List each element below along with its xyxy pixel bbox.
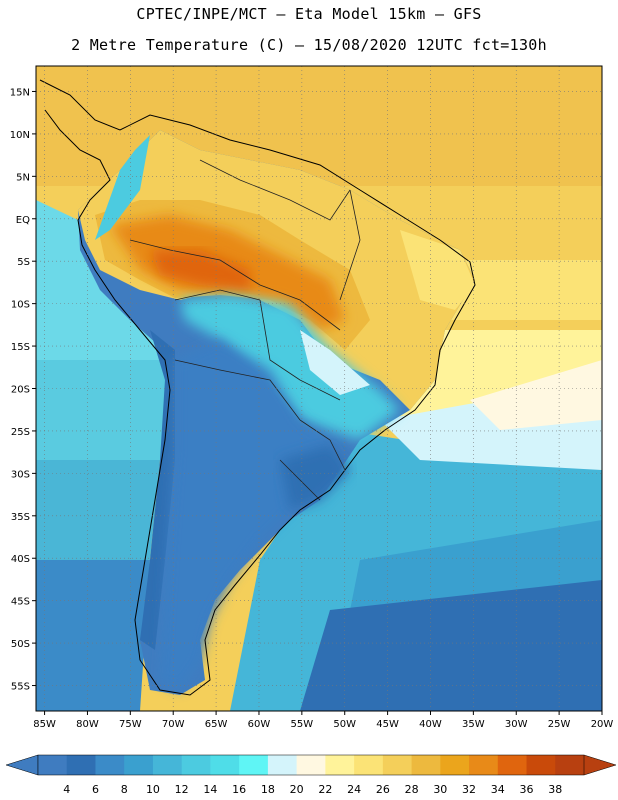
colorbar-swatch [325,755,355,775]
colorbar-swatch [66,755,96,775]
colorbar-low-arrow [5,754,39,776]
lon-label: 30W [505,719,528,730]
colorbar-label: 8 [121,783,128,796]
lat-label: 25S [11,427,30,438]
colorbar-swatch [239,755,269,775]
colorbar-label: 24 [347,783,361,796]
lat-label: 35S [11,512,30,523]
colorbar-label: 12 [175,783,189,796]
colorbar-swatch [555,755,585,775]
colorbar-label: 26 [376,783,390,796]
colorbar-label: 36 [520,783,534,796]
lon-label: 65W [205,719,228,730]
colorbar-outline [37,754,585,776]
lon-label: 20W [591,719,614,730]
lon-label: 25W [548,719,571,730]
colorbar-swatch [124,755,154,775]
colorbar-label: 34 [491,783,505,796]
lon-label: 80W [76,719,99,730]
colorbar-swatch [526,755,556,775]
lon-label: 85W [33,719,56,730]
colorbar-swatch [296,755,326,775]
longitude-labels: 85W 80W 75W 70W 65W 60W 55W 50W 45W 40W 35W 30W 25W 2… [33,711,613,730]
lat-label: 5N [16,172,30,183]
colorbar-label: 28 [405,783,419,796]
lat-label: 50S [11,639,30,650]
colorbar-label: 10 [146,783,160,796]
lat-label: 15N [10,87,30,98]
lon-label: 50W [333,719,356,730]
colorbar-swatch [497,755,528,775]
lat-label: 5S [17,257,30,268]
lat-label: 55S [11,682,30,693]
lon-label: 60W [248,719,271,730]
lat-label: 20S [11,385,30,396]
map-title: CPTEC/INPE/MCT – Eta Model 15km – GFS [136,5,482,23]
colorbar-swatch [354,755,384,775]
coastline [39,79,476,696]
colorbar-label: 30 [433,783,447,796]
colorbar-swatch [95,755,125,775]
colorbar-swatch [210,755,240,775]
lon-label: 45W [376,719,399,730]
colorbar-high-arrow [583,754,617,776]
latitude-labels: 15N 10N 5N EQ 5S 10S 15S 20S 25S 30S 35S 40S 45S 50S 5… [10,87,36,693]
lat-label: 10N [10,130,30,141]
colorbar-label: 22 [318,783,332,796]
lat-label: 15S [11,342,30,353]
colorbar-swatch [469,755,499,775]
lon-label: 40W [419,719,442,730]
lat-label: 10S [11,300,30,311]
lon-label: 35W [462,719,485,730]
lon-label: 55W [291,719,314,730]
lat-label: 30S [11,469,30,480]
lon-label: 70W [162,719,185,730]
colorbar-label: 16 [232,783,246,796]
colorbar-swatch [440,755,470,775]
colorbar-label: 6 [92,783,99,796]
colorbar-swatch [38,755,68,775]
temperature-field [36,66,602,711]
colorbar-swatch [152,755,183,775]
colorbar-swatch [411,755,441,775]
map-subtitle: 2 Metre Temperature (C) – 15/08/2020 12U… [71,36,547,54]
colorbar-swatch [181,755,211,775]
colorbar-label: 38 [548,783,562,796]
lat-label: EQ [16,215,30,226]
colorbar-label: 18 [261,783,275,796]
country-borders [129,159,361,501]
colorbar-label: 14 [203,783,217,796]
colorbar: 4 6 8 10 12 14 16 18 20 22 24 26 28 30 32 34 36 38 [5,754,617,796]
colorbar-label: 20 [290,783,304,796]
lon-label: 75W [119,719,142,730]
colorbar-label: 32 [462,783,476,796]
lat-label: 45S [11,597,30,608]
lat-label: 40S [11,554,30,565]
colorbar-swatch [382,755,413,775]
colorbar-label: 4 [63,783,70,796]
colorbar-swatch [267,755,298,775]
